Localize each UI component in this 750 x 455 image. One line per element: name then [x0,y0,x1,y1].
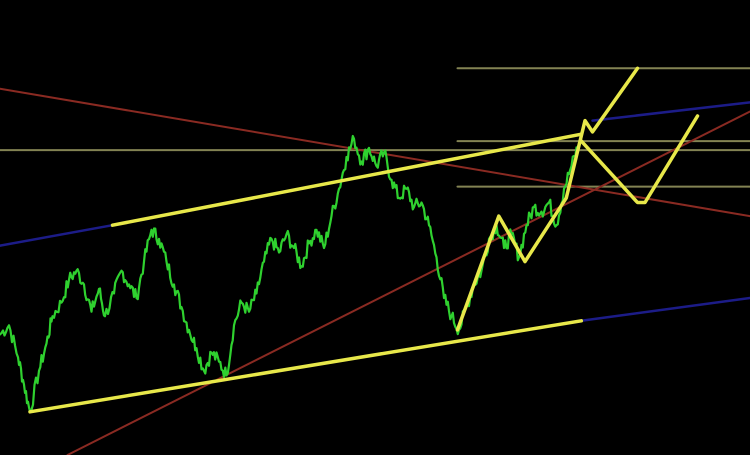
projection-path-2 [579,114,700,205]
channel-lower-extension-line [580,296,750,323]
channel-lower-line [28,319,584,414]
channel-upper-extension-line [0,223,114,247]
horizontal-levels [0,67,750,188]
trend-line-red-descending [0,87,750,218]
projection-lines [455,66,700,332]
trend-line-red-ascending [66,110,750,455]
channel-upper-line [110,132,584,227]
projection-path-1 [455,66,640,332]
channel-lines [28,132,584,414]
trend-line-blue [591,101,750,122]
trend-lines [0,87,750,455]
